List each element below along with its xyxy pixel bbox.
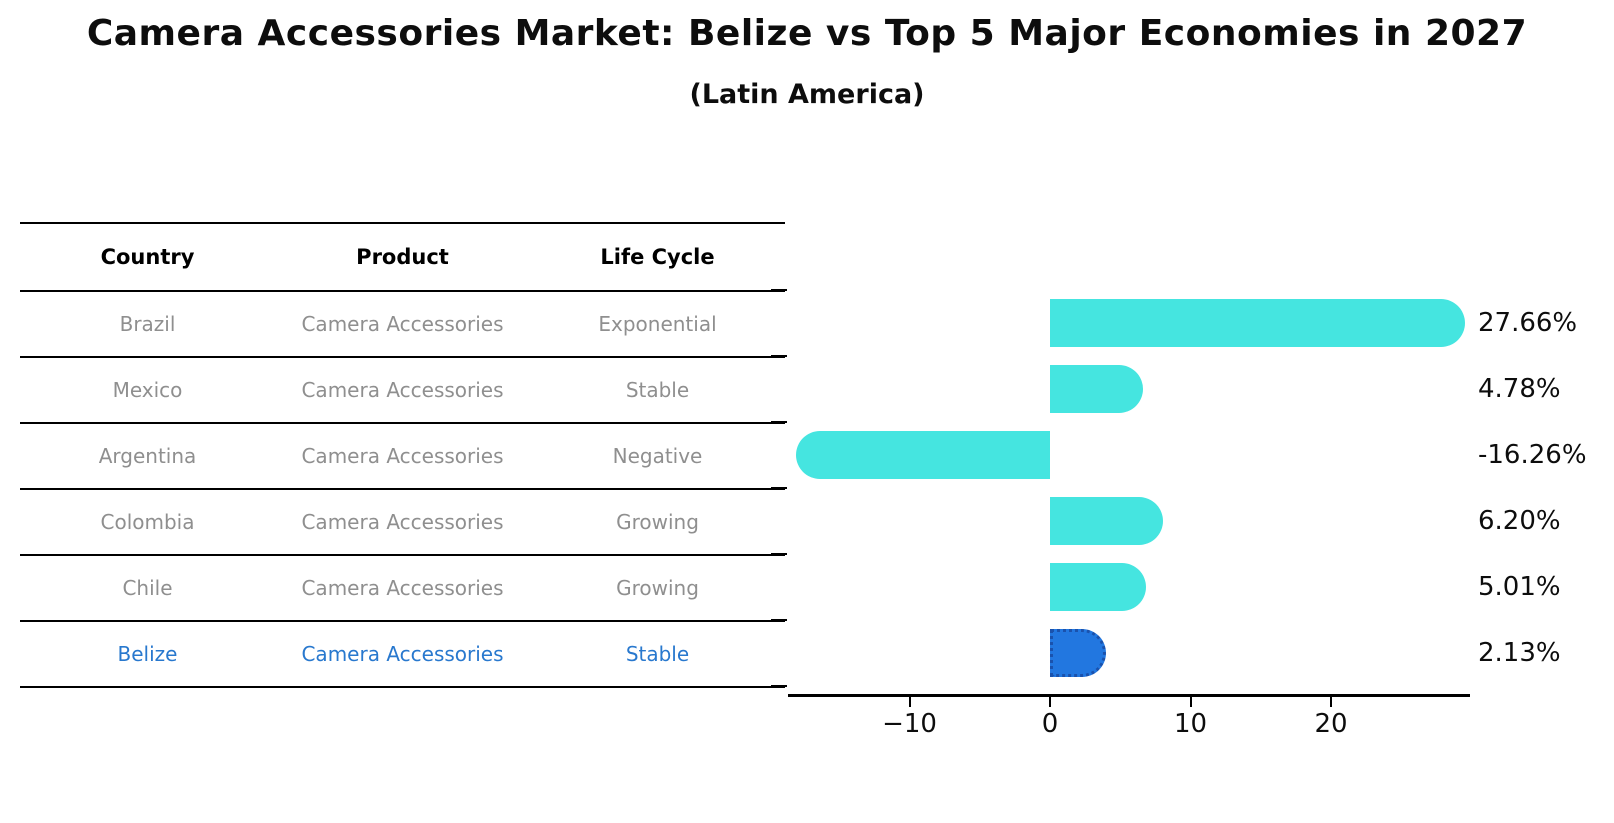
bar-colombia [1050, 497, 1164, 545]
y-axis-tick [771, 619, 787, 621]
table-header-life-cycle: Life Cycle [600, 245, 715, 269]
cell-country: Colombia [100, 510, 195, 534]
cell-country: Argentina [98, 444, 197, 468]
table-row-colombia: Colombia Camera Accessories Growing [20, 490, 785, 556]
value-label-chile: 5.01% [1478, 572, 1561, 602]
x-axis-tick [1330, 696, 1332, 707]
chart-subtitle: (Latin America) [689, 79, 925, 110]
x-axis-tick-label: 20 [1314, 709, 1348, 739]
cell-country: Brazil [119, 312, 176, 336]
table-row-mexico: Mexico Camera Accessories Stable [20, 358, 785, 424]
y-axis-tick [771, 355, 787, 357]
cell-country: Chile [122, 576, 173, 600]
bar-argentina [795, 431, 1050, 479]
value-label-brazil: 27.66% [1478, 308, 1578, 338]
table-header-row: Country Product Life Cycle [20, 224, 785, 292]
table-row-brazil: Brazil Camera Accessories Exponential [20, 292, 785, 358]
value-label-argentina: -16.26% [1478, 440, 1587, 470]
cell-product: Camera Accessories [301, 444, 504, 468]
table-body: Brazil Camera Accessories Exponential Mexic… [20, 292, 785, 688]
cell-life-cycle: Exponential [598, 312, 717, 336]
value-label-mexico: 4.78% [1478, 374, 1561, 404]
cell-product: Camera Accessories [301, 510, 504, 534]
bar-belize [1050, 629, 1106, 677]
value-label-colombia: 6.20% [1478, 506, 1561, 536]
y-axis-tick [771, 553, 787, 555]
table-row-belize: Belize Camera Accessories Stable [20, 622, 785, 688]
y-axis-tick [771, 685, 787, 687]
x-axis-tick [1189, 696, 1192, 707]
table-row-argentina: Argentina Camera Accessories Negative [20, 424, 785, 490]
y-axis-tick [771, 289, 787, 291]
chart-title: Camera Accessories Market: Belize vs Top… [86, 13, 1528, 54]
bar-chile [1050, 563, 1147, 611]
bar-chart-plot-area: 27.66% 4.78% -16.26% 6.20% 5.01% 2.13% [788, 290, 1587, 697]
value-label-belize: 2.13% [1478, 638, 1561, 668]
country-table: Country Product Life Cycle Brazil Camera Ac… [20, 222, 785, 688]
table-row-chile: Chile Camera Accessories Growing [20, 556, 785, 622]
cell-product: Camera Accessories [301, 378, 504, 402]
bar-brazil [1050, 299, 1465, 347]
cell-life-cycle: Stable [625, 642, 690, 666]
cell-life-cycle: Growing [616, 576, 699, 600]
table-header-product: Product [356, 245, 449, 269]
cell-life-cycle: Negative [612, 444, 703, 468]
x-axis-tick-label: −10 [882, 709, 937, 739]
cell-life-cycle: Growing [616, 510, 699, 534]
cell-product: Camera Accessories [301, 642, 504, 666]
x-axis-tick [1049, 696, 1051, 707]
cell-product: Camera Accessories [301, 312, 504, 336]
cell-country: Mexico [112, 378, 183, 402]
bar-mexico [1050, 365, 1144, 413]
y-axis-tick [771, 421, 787, 423]
table-header-country: Country [100, 245, 195, 269]
y-axis-tick [771, 487, 787, 489]
cell-country: Belize [117, 642, 178, 666]
cell-product: Camera Accessories [301, 576, 504, 600]
cell-life-cycle: Stable [625, 378, 690, 402]
x-axis-tick [908, 696, 911, 707]
x-axis-tick-label: 0 [1041, 709, 1059, 739]
x-axis-tick-label: 10 [1173, 709, 1208, 739]
